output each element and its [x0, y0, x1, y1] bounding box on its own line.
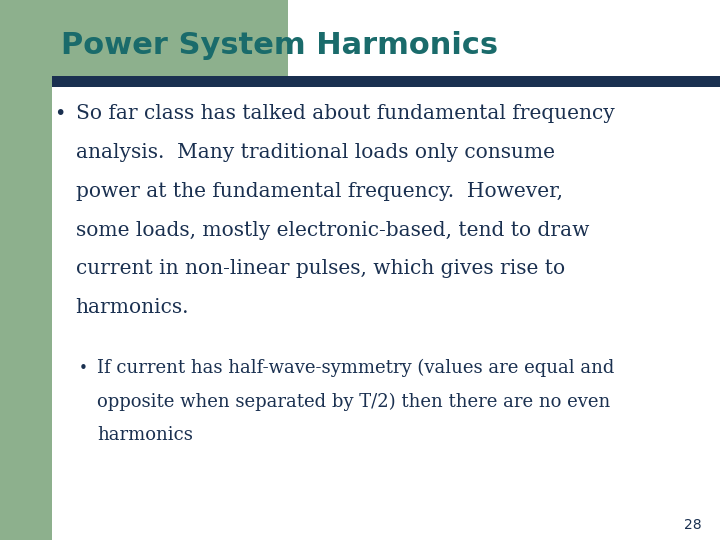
- Text: harmonics.: harmonics.: [76, 298, 189, 318]
- Text: power at the fundamental frequency.  However,: power at the fundamental frequency. Howe…: [76, 181, 562, 201]
- Text: •: •: [78, 361, 87, 376]
- Text: So far class has talked about fundamental frequency: So far class has talked about fundamenta…: [76, 104, 614, 123]
- Text: current in non-linear pulses, which gives rise to: current in non-linear pulses, which give…: [76, 259, 564, 279]
- Text: harmonics: harmonics: [97, 426, 193, 444]
- Text: 28: 28: [685, 518, 702, 532]
- Bar: [52, 76, 720, 87]
- Text: Power System Harmonics: Power System Harmonics: [61, 31, 498, 60]
- Text: analysis.  Many traditional loads only consume: analysis. Many traditional loads only co…: [76, 143, 554, 162]
- Bar: [0, 0, 52, 540]
- Text: •: •: [54, 104, 66, 123]
- Bar: [0, 0, 288, 78]
- Text: some loads, mostly electronic-based, tend to draw: some loads, mostly electronic-based, ten…: [76, 220, 589, 240]
- Text: If current has half-wave-symmetry (values are equal and: If current has half-wave-symmetry (value…: [97, 359, 615, 377]
- Text: opposite when separated by T/2) then there are no even: opposite when separated by T/2) then the…: [97, 393, 611, 411]
